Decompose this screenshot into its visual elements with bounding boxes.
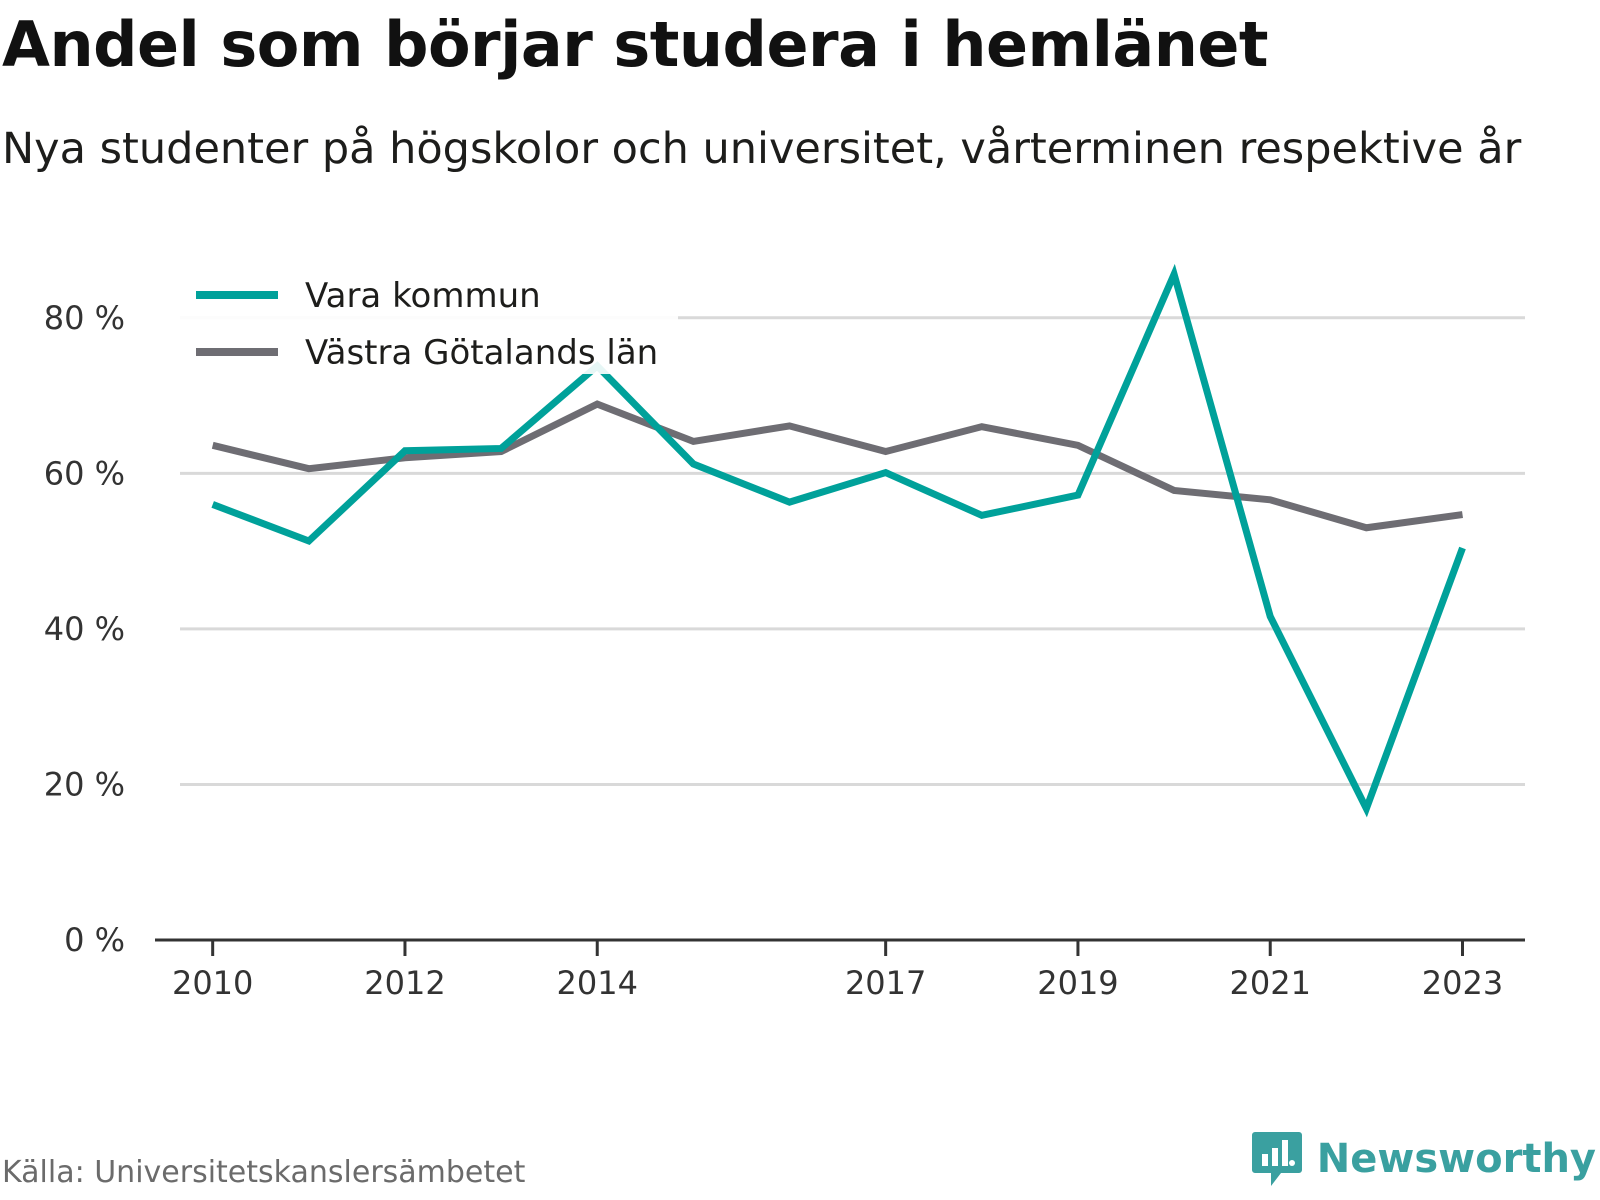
x-tick-label: 2010 (172, 964, 253, 1002)
brand-logo: Newsworthy (1251, 1130, 1596, 1188)
series-line-vara-kommun (211, 263, 1466, 818)
source-note: Källa: Universitetskanslersämbetet (2, 1155, 526, 1190)
legend-label: Vara kommun (305, 276, 541, 316)
series-line-vastra-gotalands-lan (211, 400, 1463, 532)
line-chart: 0 % 20 % 40 % 60 % 80 % 2010 2012 2014 2017 2019… (44, 262, 1525, 1002)
chart-title: Andel som börjar studera i hemlänet (2, 8, 1269, 81)
x-tick-label: 2017 (845, 964, 926, 1002)
legend-label: Västra Götalands län (305, 333, 658, 373)
x-tick-label: 2012 (364, 964, 445, 1002)
x-tick-label: 2021 (1230, 964, 1311, 1002)
x-tick-label: 2014 (557, 964, 638, 1002)
y-tick-label: 20 % (44, 765, 125, 803)
gridlines (180, 316, 1525, 786)
y-tick-label: 0 % (64, 921, 125, 959)
y-tick-label: 60 % (44, 454, 125, 492)
y-tick-label: 40 % (44, 610, 125, 648)
chart-subtitle: Nya studenter på högskolor och universit… (2, 124, 1522, 174)
legend: Vara kommun Västra Götalands län (178, 262, 678, 374)
x-tick-label: 2023 (1422, 964, 1503, 1002)
y-tick-label: 80 % (44, 299, 125, 337)
chart-speech-bubble-icon (1251, 1132, 1302, 1186)
y-axis-ticks: 0 % 20 % 40 % 60 % 80 % (44, 299, 125, 959)
brand-name: Newsworthy (1316, 1136, 1596, 1182)
x-tick-label: 2019 (1037, 964, 1118, 1002)
x-axis-ticks: 2010 2012 2014 2017 2019 2021 2023 (172, 940, 1503, 1002)
series-lines (211, 263, 1466, 818)
